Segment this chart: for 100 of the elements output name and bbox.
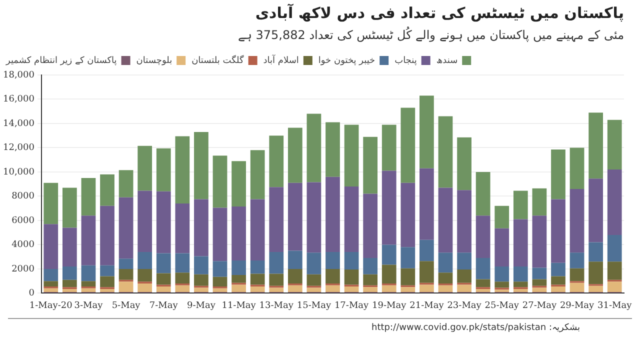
- bar: [513, 288, 528, 292]
- bar: [62, 266, 77, 280]
- bar: [363, 258, 378, 274]
- x-tick-label: 1-May-20: [29, 300, 73, 311]
- x-tick-label: 7-May: [149, 300, 179, 311]
- bar: [232, 284, 246, 292]
- bar: [212, 208, 228, 262]
- bar: [81, 178, 96, 216]
- bar: [588, 242, 603, 262]
- bar: [551, 150, 566, 200]
- bar: [588, 262, 603, 284]
- bar: [344, 270, 359, 285]
- bar: [326, 268, 340, 284]
- x-tick-label: 29-May: [560, 300, 596, 311]
- bar: [194, 132, 208, 200]
- y-tick-label: 6000: [12, 216, 35, 226]
- bar: [175, 203, 190, 254]
- bar: [212, 156, 228, 208]
- bar: [44, 268, 58, 282]
- bar: [269, 252, 284, 274]
- bar: [363, 136, 378, 194]
- bar: [532, 288, 547, 292]
- bar: [588, 112, 603, 179]
- bar: [607, 170, 622, 236]
- bar: [118, 282, 134, 292]
- x-tick-label: 3-May: [74, 300, 104, 311]
- bar: [138, 268, 152, 282]
- bar: [250, 150, 265, 200]
- x-tick-label: 27-May: [522, 300, 558, 311]
- bar: [420, 261, 434, 283]
- bar: [420, 168, 434, 240]
- bar: [382, 264, 396, 284]
- bar: [81, 288, 96, 292]
- x-tick-label: 31-May: [598, 300, 633, 311]
- bar: [212, 261, 228, 277]
- bar: [288, 128, 302, 183]
- bar: [194, 288, 208, 292]
- y-tick-label: 4000: [12, 240, 35, 250]
- bar: [476, 258, 490, 280]
- bar: [44, 281, 58, 287]
- bar: [400, 182, 416, 248]
- bar: [438, 188, 453, 253]
- bar: [194, 274, 208, 286]
- x-tick-label: 11-May: [222, 300, 257, 311]
- bar: [232, 161, 246, 207]
- bar: [175, 136, 190, 204]
- bar: [494, 266, 510, 282]
- bar: [382, 244, 396, 265]
- bar: [194, 199, 208, 256]
- legend-label: پاکستان کے زیر انتظام کشمیر: [4, 56, 118, 66]
- bar: [382, 170, 396, 245]
- bar: [513, 282, 528, 288]
- bar: [588, 178, 603, 242]
- bar: [476, 216, 490, 258]
- bar: [551, 199, 566, 263]
- y-tick-label: 12,000: [2, 143, 35, 154]
- bar: [156, 253, 171, 274]
- bar: [513, 219, 528, 267]
- bar: [607, 120, 622, 170]
- bar: [156, 273, 171, 285]
- bar: [212, 276, 228, 287]
- bar: [62, 288, 77, 292]
- bar: [400, 268, 416, 286]
- y-tick-label: 14,000: [2, 118, 35, 129]
- y-tick-label: 10,000: [2, 167, 35, 178]
- x-tick-label: 25-May: [484, 300, 520, 311]
- bar: [306, 274, 322, 286]
- bar: [175, 272, 190, 284]
- bar: [232, 275, 246, 283]
- bar: [269, 136, 284, 188]
- bar: [250, 199, 265, 260]
- bar: [551, 276, 566, 285]
- bar: [81, 216, 96, 266]
- legend-label: خیبر پختون خوا: [318, 56, 376, 66]
- bar: [570, 148, 584, 189]
- legend-label: پنجاب: [394, 56, 418, 66]
- bar: [306, 182, 322, 253]
- bar: [269, 288, 284, 292]
- bar: [44, 288, 58, 292]
- bar: [288, 268, 302, 284]
- bar: [232, 260, 246, 276]
- bar: [232, 206, 246, 260]
- bar: [344, 286, 359, 292]
- y-tick-label: 8000: [12, 192, 35, 202]
- bar: [100, 276, 114, 288]
- bar: [175, 253, 190, 273]
- bar: [62, 228, 77, 267]
- bar: [363, 287, 378, 292]
- bar: [100, 288, 114, 292]
- bar: [400, 247, 416, 268]
- bar: [100, 265, 114, 276]
- bar: [494, 228, 510, 267]
- chart-title: پاکستان میں ٹیسٹس کی تعداد فی دس لاکھ آبادی: [255, 4, 624, 22]
- bar: [382, 285, 396, 292]
- bar: [250, 274, 265, 285]
- bar: [476, 288, 490, 292]
- bar: [62, 188, 77, 228]
- bar: [607, 282, 622, 292]
- bar: [138, 146, 152, 191]
- bar: [457, 284, 472, 292]
